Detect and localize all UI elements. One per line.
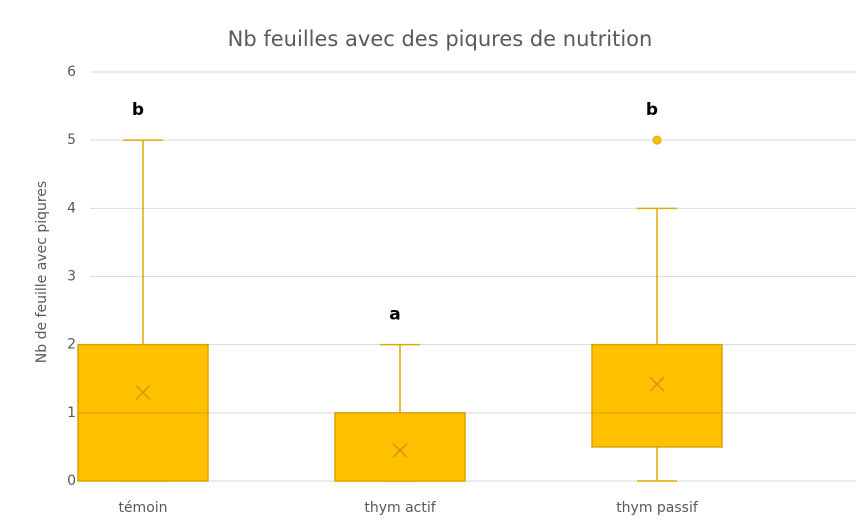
y-tick-label: 0 (67, 473, 76, 489)
y-tick-label: 6 (67, 64, 76, 80)
annotation: b (132, 100, 144, 120)
box (334, 412, 466, 482)
annotation: b (646, 100, 658, 120)
x-tick-label: témoin (118, 500, 167, 516)
box (591, 343, 723, 448)
outlier (652, 135, 662, 145)
x-tick-label: thym actif (364, 500, 436, 516)
chart-title: Nb feuilles avec des piqures de nutritio… (228, 27, 653, 51)
mean-marker (135, 384, 151, 400)
annotation: a (389, 305, 400, 325)
y-axis-label: Nb de feuille avec piqures (34, 181, 50, 363)
y-tick-label: 4 (67, 200, 76, 216)
y-tick-label: 3 (67, 269, 76, 285)
y-tick-label: 1 (67, 405, 76, 421)
mean-marker (392, 442, 408, 458)
y-tick-label: 5 (67, 132, 76, 148)
mean-marker (649, 376, 665, 392)
x-tick-label: thym passif (616, 500, 699, 516)
y-tick-label: 2 (67, 337, 76, 353)
